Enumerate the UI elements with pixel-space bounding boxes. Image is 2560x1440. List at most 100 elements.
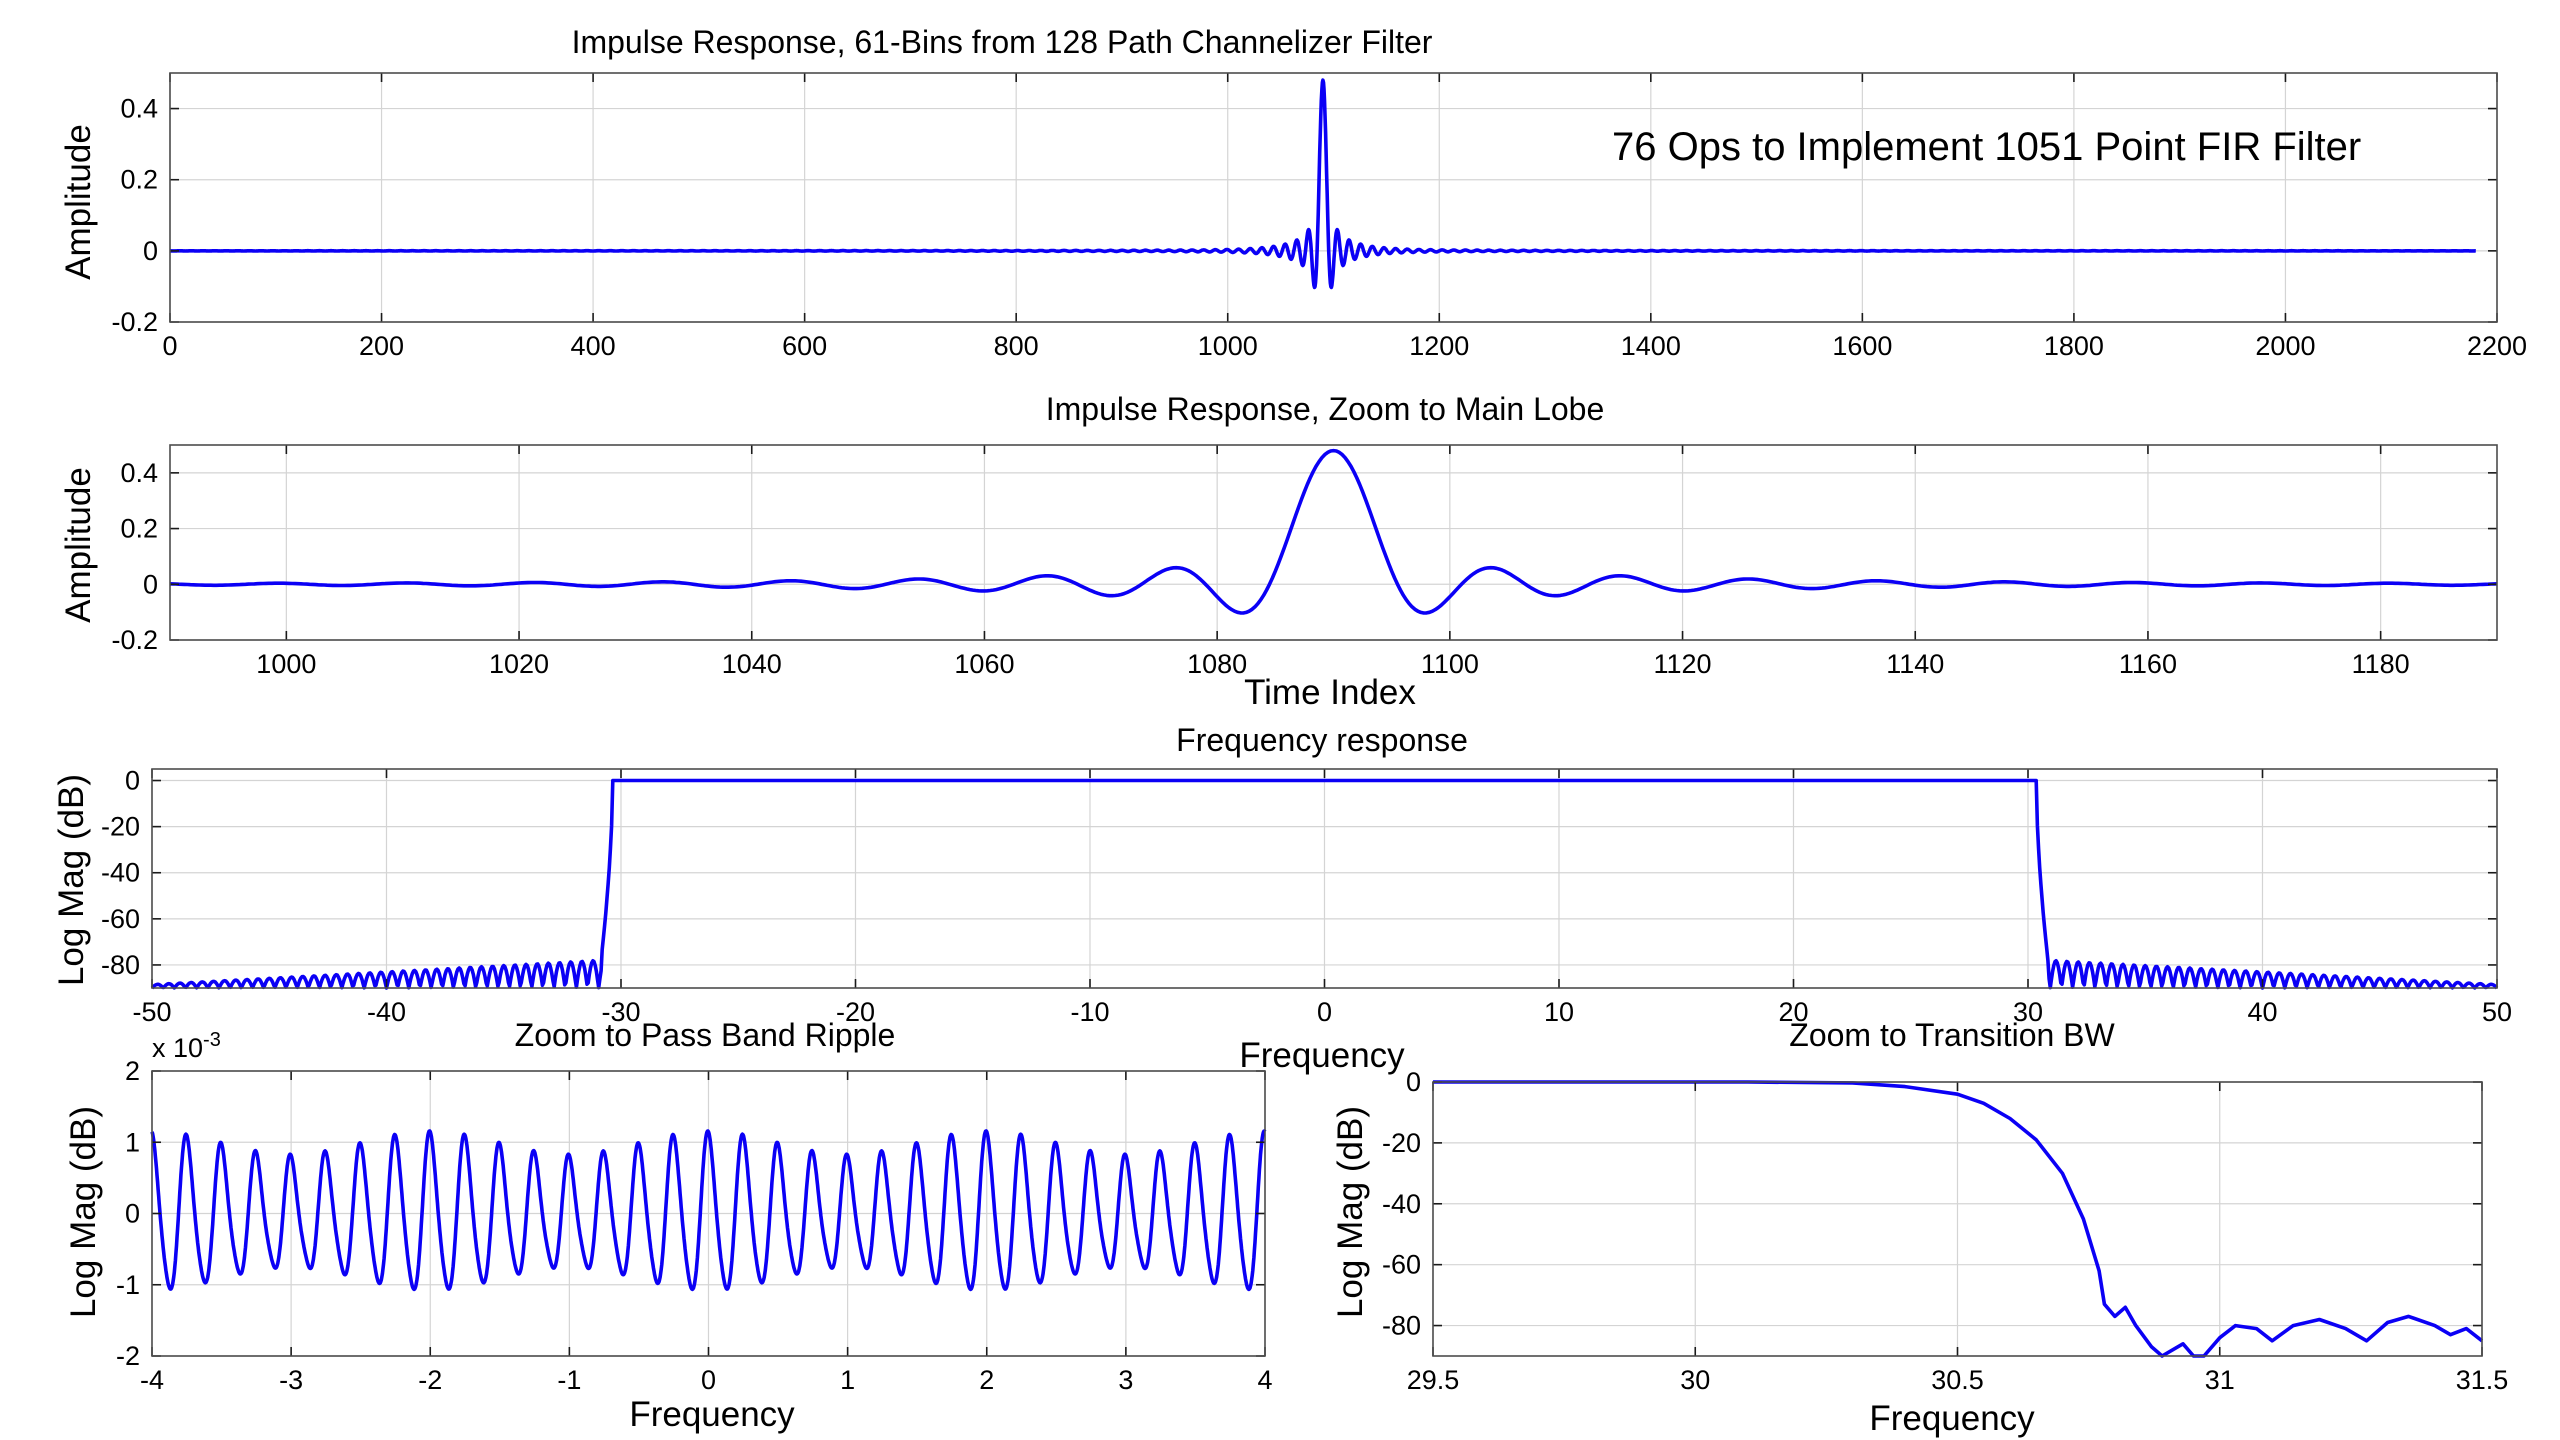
panel-passband-ripple: -4 -3 -2 -1 0 1 2 3 4 -2 -1 0 1 2 Zoom to Pass Band R…	[64, 1017, 1273, 1434]
x-tick-label: 600	[782, 331, 827, 361]
y-tick-label: 0	[143, 569, 158, 599]
x-tick-label: 400	[571, 331, 616, 361]
y-axis-label: Amplitude	[59, 467, 98, 623]
panel-title: Frequency response	[1176, 722, 1468, 758]
panel-impulse-response: 0 200 400 600 800 1000 1200 1400 1600 1800 2000 220…	[59, 24, 2527, 361]
series-line	[150, 1129, 1267, 1292]
panel-impulse-zoom: 1000 1020 1040 1060 1080 1100 1120 1140 1160 1180…	[59, 391, 2498, 712]
y-tick-label: 0	[143, 236, 158, 266]
x-tick-label: -1	[557, 1365, 581, 1395]
panel-title: Zoom to Pass Band Ripple	[515, 1017, 896, 1053]
x-axis-label: Frequency	[1239, 1036, 1405, 1075]
plot-frame	[151, 1070, 1266, 1357]
x-tick-label: 31.5	[2456, 1365, 2509, 1395]
y-axis-label: Amplitude	[59, 124, 98, 280]
x-tick-label: 1140	[1886, 649, 1944, 679]
x-tick-label: 30.5	[1931, 1365, 1984, 1395]
y-tick-label: 2	[125, 1056, 140, 1086]
y-tick-label: -40	[101, 858, 140, 888]
x-tick-label: 1020	[489, 649, 549, 679]
x-tick-label: -30	[601, 997, 640, 1027]
x-tick-label: 2000	[2255, 331, 2315, 361]
y-tick-label: -2	[116, 1341, 140, 1371]
y-tick-label: 0.4	[120, 94, 158, 124]
plot-frame	[169, 72, 2498, 323]
y-tick-label: -0.2	[111, 307, 158, 337]
y-tick-label: -80	[101, 950, 140, 980]
x-tick-label: -40	[367, 997, 406, 1027]
x-tick-label: 200	[359, 331, 404, 361]
x-tick-label: -4	[140, 1365, 164, 1395]
x-tick-label: 1000	[1198, 331, 1258, 361]
y-axis-label: Log Mag (dB)	[52, 774, 91, 986]
series-line	[1433, 1080, 2484, 1358]
x-axis-label: Frequency	[629, 1395, 795, 1434]
x-tick-label: 1400	[1621, 331, 1681, 361]
x-tick-label: 29.5	[1407, 1365, 1460, 1395]
x-tick-label: 30	[2013, 997, 2043, 1027]
x-tick-label: 0	[162, 331, 177, 361]
axis-exponent-label: x 10-3	[152, 1029, 221, 1063]
x-tick-label: 2	[979, 1365, 994, 1395]
panel-frequency-response: -50 -40 -30 -20 -10 0 10 20 30 40 50-80-60-40-200 …	[52, 722, 2512, 1075]
x-tick-label: 1200	[1409, 331, 1469, 361]
x-axis-label: Frequency	[1869, 1399, 2035, 1438]
x-tick-label: 31	[2205, 1365, 2235, 1395]
x-tick-label: 20	[1778, 997, 1808, 1027]
x-tick-label: -20	[836, 997, 875, 1027]
y-tick-label: -0.2	[111, 625, 158, 655]
axis-exponent-base: x 10	[152, 1033, 203, 1063]
x-tick-label: 10	[1544, 997, 1574, 1027]
x-tick-label: -3	[279, 1365, 303, 1395]
x-tick-label: -2	[418, 1365, 442, 1395]
panel-title: Impulse Response, 61-Bins from 128 Path …	[572, 24, 1433, 60]
x-tick-label: 2200	[2467, 331, 2527, 361]
annotation-ops-note: 76 Ops to Implement 1051 Point FIR Filte…	[1612, 125, 2361, 169]
y-tick-label: -40	[1382, 1189, 1421, 1219]
x-tick-label: 4	[1257, 1365, 1272, 1395]
plot-frame	[169, 444, 2498, 641]
panel-title: Zoom to Transition BW	[1789, 1017, 2115, 1053]
x-tick-label: 40	[2247, 997, 2277, 1027]
y-tick-label: -20	[1382, 1128, 1421, 1158]
y-tick-label: 0	[1406, 1067, 1421, 1097]
y-tick-label: 0	[125, 766, 140, 796]
plot-frame	[1432, 1081, 2483, 1357]
x-tick-label: 800	[994, 331, 1039, 361]
x-tick-label: 1080	[1187, 649, 1247, 679]
series-line	[168, 78, 2478, 290]
x-tick-label: 1180	[2352, 649, 2410, 679]
x-tick-label: 1600	[1832, 331, 1892, 361]
series-line	[150, 778, 2499, 990]
x-tick-label: 1060	[954, 649, 1014, 679]
y-tick-label: 0	[125, 1199, 140, 1229]
x-tick-label: 1000	[256, 649, 316, 679]
y-axis-label: Log Mag (dB)	[64, 1106, 103, 1318]
x-axis-label: Time Index	[1244, 673, 1416, 712]
x-tick-label: 1120	[1654, 649, 1712, 679]
series-line	[169, 448, 2498, 615]
plot-frame	[151, 768, 2498, 989]
x-tick-label: 1100	[1421, 649, 1479, 679]
axis-exponent-power: -3	[203, 1029, 221, 1051]
x-tick-label: 1040	[722, 649, 782, 679]
panel-title: Impulse Response, Zoom to Main Lobe	[1046, 391, 1605, 427]
x-tick-label: 0	[701, 1365, 716, 1395]
x-tick-label: -50	[132, 997, 171, 1027]
y-tick-label: -1	[116, 1270, 140, 1300]
y-tick-label: -80	[1382, 1311, 1421, 1341]
x-tick-label: 1160	[2119, 649, 2177, 679]
x-tick-label: 1800	[2044, 331, 2104, 361]
y-tick-label: 0.4	[120, 458, 158, 488]
y-tick-label: -60	[101, 904, 140, 934]
x-tick-label: 0	[1317, 997, 1332, 1027]
y-tick-label: 0.2	[120, 165, 158, 195]
x-tick-label: 3	[1118, 1365, 1133, 1395]
y-tick-label: 1	[125, 1127, 140, 1157]
x-tick-label: -10	[1070, 997, 1109, 1027]
y-tick-label: -20	[101, 812, 140, 842]
y-tick-label: 0.2	[120, 514, 158, 544]
x-tick-label: 1	[840, 1365, 855, 1395]
y-tick-label: -60	[1382, 1250, 1421, 1280]
